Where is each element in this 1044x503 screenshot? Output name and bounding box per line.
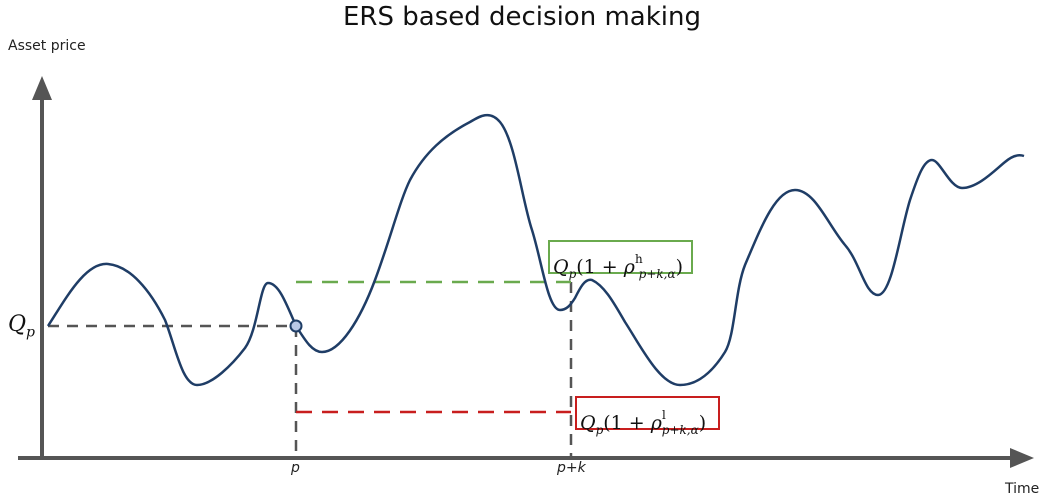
reference-price-subscript: p: [26, 324, 36, 341]
y-axis-arrowhead: [32, 76, 52, 100]
tick-label-p-plus-k: p+k: [557, 460, 586, 476]
x-axis-label: Time: [1005, 481, 1040, 497]
lower-bound-box: Qp(1 + ρlp+k,α): [575, 396, 720, 437]
price-curve: [46, 113, 1025, 387]
lower-bound-superscript: l: [661, 408, 666, 422]
upper-bound-close: ): [675, 256, 684, 278]
lower-bound-rho-subscript: p+k,α: [661, 422, 699, 437]
reference-price-symbol: Q: [8, 312, 27, 337]
reference-point-marker: [289, 319, 303, 333]
lower-bound-close: ): [698, 412, 707, 434]
lower-bound-symbol: Q: [580, 412, 596, 434]
tick-label-p: p: [291, 460, 300, 476]
upper-bound-rho-subscript: p+k,α: [638, 266, 676, 281]
upper-bound-open: (1 +: [576, 256, 624, 278]
lower-bound-rho: ρ: [650, 412, 662, 434]
upper-bound-symbol: Q: [553, 256, 569, 278]
chart-title: ERS based decision making: [343, 2, 701, 32]
x-axis-arrowhead: [1010, 448, 1034, 468]
lower-bound-subscript: p: [595, 422, 604, 437]
y-axis-label: Asset price: [8, 38, 86, 54]
upper-bound-superscript: h: [634, 252, 643, 266]
lower-bound-open: (1 +: [603, 412, 651, 434]
upper-bound-box: Qp(1 + ρhp+k,α): [548, 240, 693, 281]
reference-price-label: Qp: [8, 312, 35, 340]
upper-bound-subscript: p: [568, 266, 577, 281]
upper-bound-rho: ρ: [623, 256, 635, 278]
